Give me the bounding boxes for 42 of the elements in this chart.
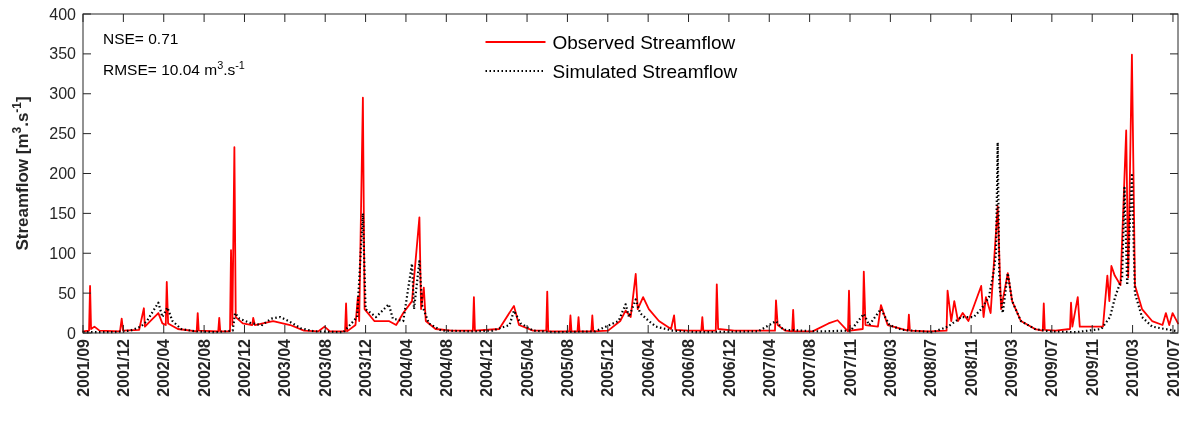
line-series xyxy=(82,53,1179,333)
x-tick-label: 2007/04 xyxy=(760,338,778,397)
y-tick-label: 100 xyxy=(49,244,77,262)
legend-label: Observed Streamflow xyxy=(552,31,736,53)
x-tick-label: 2007/11 xyxy=(841,338,859,396)
x-tick-label: 2009/07 xyxy=(1043,338,1061,397)
x-tick-label: 2004/12 xyxy=(478,338,496,397)
x-tick-label: 2008/11 xyxy=(962,338,980,396)
x-tick-label: 2002/12 xyxy=(236,338,254,397)
x-tick-label: 2001/09 xyxy=(74,338,92,397)
y-tick-label: 300 xyxy=(49,85,77,103)
x-tick-label: 2006/12 xyxy=(720,338,738,397)
x-tick-label: 2006/04 xyxy=(639,338,657,397)
x-tick-label: 2005/08 xyxy=(559,338,577,397)
x-tick-label: 2001/12 xyxy=(114,338,132,397)
y-tick-label: 350 xyxy=(49,45,77,63)
x-tick-label: 2003/08 xyxy=(316,338,334,397)
x-tick-label: 2003/12 xyxy=(357,338,375,397)
x-tick-label: 2009/11 xyxy=(1083,338,1101,396)
x-tick-label: 2005/04 xyxy=(518,338,536,397)
y-tick-label: 0 xyxy=(67,324,77,342)
x-tick-label: 2006/08 xyxy=(680,338,698,397)
y-tick-label: 250 xyxy=(49,125,77,143)
annotation: RMSE= 10.04 m$^{3}$.s$^{-1}$ xyxy=(103,59,245,78)
x-tick-label: 2005/12 xyxy=(599,338,617,397)
x-tick-label: 2010/03 xyxy=(1124,338,1142,397)
y-tick-label: 400 xyxy=(49,5,77,23)
x-tick-label: 2003/04 xyxy=(276,338,294,397)
y-tick-label: 50 xyxy=(58,284,77,302)
x-tick-label: 2002/08 xyxy=(195,338,213,397)
y-tick-label: 150 xyxy=(49,204,77,222)
x-tick-label: 2004/08 xyxy=(437,338,455,397)
legend-label: Simulated Streamflow xyxy=(552,60,738,82)
x-tick-label: 2008/03 xyxy=(881,338,899,397)
x-tick-label: 2009/03 xyxy=(1003,338,1021,397)
annotation: NSE= 0.71 xyxy=(103,30,179,47)
x-tick-label: 2010/07 xyxy=(1164,338,1182,397)
y-tick-label: 200 xyxy=(49,165,77,183)
x-tick-label: 2004/04 xyxy=(397,338,415,397)
x-tick-label: 2002/04 xyxy=(155,338,173,397)
x-tick-label: 2007/08 xyxy=(801,338,819,397)
x-tick-label: 2008/07 xyxy=(922,338,940,397)
